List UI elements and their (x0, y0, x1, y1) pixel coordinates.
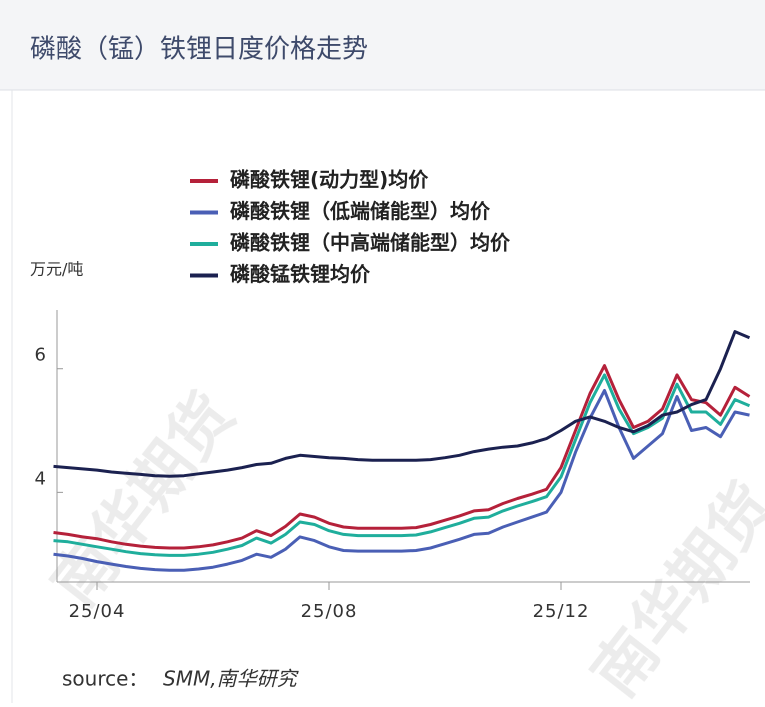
legend-label: 磷酸铁锂（低端储能型）均价 (230, 199, 491, 223)
series-line (53, 373, 751, 557)
x-tick-label: 25/12 (533, 601, 590, 622)
source-label: source： (62, 667, 148, 691)
legend-label: 磷酸铁锂(动力型)均价 (230, 168, 429, 192)
series-line (53, 364, 751, 550)
x-tick-label: 25/08 (301, 601, 358, 622)
header-bg (0, 0, 765, 90)
watermark: 南华期货 (38, 379, 248, 619)
watermark: 南华期货 (578, 469, 765, 703)
y-tick-label: 6 (35, 345, 46, 366)
source-text: SMM,南华研究 (163, 667, 300, 691)
page-title: 磷酸（锰）铁锂日度价格走势 (30, 35, 368, 65)
y-axis-label: 万元/吨 (30, 260, 83, 279)
series-line (53, 388, 750, 572)
x-tick-label: 25/04 (69, 601, 126, 622)
series-line (53, 330, 751, 478)
legend-label: 磷酸锰铁锂均价 (230, 262, 371, 286)
y-tick-label: 4 (35, 468, 46, 489)
legend-label: 磷酸铁锂（中高端储能型）均价 (230, 231, 511, 255)
